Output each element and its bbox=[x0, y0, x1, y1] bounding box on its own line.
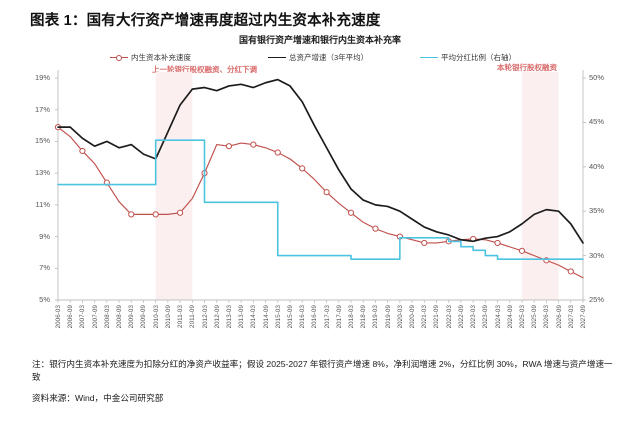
annotation-current-financing: 本轮银行股权融资 bbox=[497, 63, 557, 72]
x-axis-tick-label: 2020-09 bbox=[409, 305, 417, 329]
legend-item-internal-capital[interactable]: 内生资本补充速度 bbox=[110, 52, 191, 63]
x-axis-tick-label: 2008-09 bbox=[116, 305, 124, 329]
y-axis-tick-label-right: 45% bbox=[589, 117, 605, 127]
legend-line-icon-internal-capital bbox=[110, 55, 128, 61]
series-marker bbox=[421, 239, 428, 247]
y-axis-tick-label-right: 25% bbox=[589, 295, 605, 304]
x-axis-tick-label: 2006-09 bbox=[67, 305, 75, 329]
series-marker bbox=[347, 209, 355, 216]
x-axis-tick-label: 2016-09 bbox=[311, 305, 319, 329]
series-marker bbox=[567, 268, 574, 275]
x-axis-tick-label: 2017-09 bbox=[335, 305, 343, 329]
legend-label-payout-ratio: 平均分红比例（右轴） bbox=[441, 53, 516, 62]
legend-label-asset-growth: 总资产增速（3年平均） bbox=[289, 53, 369, 62]
x-axis-tick-label: 2013-03 bbox=[225, 305, 233, 329]
x-axis-tick-label: 2024-09 bbox=[506, 305, 514, 329]
series-marker bbox=[79, 147, 86, 155]
y-axis-tick-label-left: 15% bbox=[34, 136, 50, 146]
x-axis-tick-label: 2009-03 bbox=[128, 305, 136, 329]
x-axis-tick-label: 2013-09 bbox=[238, 305, 246, 329]
x-axis-tick-label: 2017-03 bbox=[323, 305, 331, 329]
x-axis-tick-label: 2019-03 bbox=[372, 305, 380, 329]
chart-legend: 内生资本补充速度 总资产增速（3年平均） 平均分红比例（右轴） bbox=[0, 52, 640, 64]
x-axis-tick-label: 2022-09 bbox=[457, 305, 465, 329]
x-axis-tick-label: 2011-09 bbox=[189, 305, 197, 328]
x-axis-tick-label: 2007-03 bbox=[79, 305, 87, 329]
previous-financing-band bbox=[155, 72, 193, 300]
current-financing-band bbox=[521, 72, 559, 300]
x-axis-tick-label: 2011-03 bbox=[177, 305, 185, 328]
x-axis-tick-label: 2010-03 bbox=[152, 305, 160, 329]
series-marker bbox=[372, 225, 379, 232]
x-axis-tick-label: 2014-03 bbox=[250, 305, 258, 329]
x-axis-tick-label: 2024-03 bbox=[494, 305, 502, 329]
y-axis-tick-label-left: 19% bbox=[34, 73, 50, 82]
x-axis-tick-label: 2008-03 bbox=[103, 305, 111, 329]
legend-item-payout-ratio[interactable]: 平均分红比例（右轴） bbox=[420, 52, 516, 63]
series-marker bbox=[518, 247, 526, 254]
legend-line-icon-payout-ratio bbox=[420, 57, 438, 58]
x-axis-tick-label: 2022-03 bbox=[445, 305, 453, 329]
x-axis-tick-label: 2015-09 bbox=[286, 305, 294, 329]
x-axis-tick-label: 2027-03 bbox=[567, 305, 575, 329]
figure-title: 图表 1：国有大行资产增速再度超过内生资本补充速度 bbox=[30, 13, 381, 29]
y-axis-tick-label-left: 5% bbox=[39, 295, 50, 304]
x-axis-tick-label: 2018-09 bbox=[360, 305, 368, 329]
x-axis-tick-label: 2012-09 bbox=[213, 305, 221, 329]
x-axis-tick-label: 2023-09 bbox=[482, 305, 490, 329]
x-axis-tick-label: 2021-09 bbox=[433, 305, 441, 329]
figure-note: 注：银行内生资本补充速度为扣除分红的净资产收益率；假设 2025-2027 年银… bbox=[32, 359, 613, 383]
figure-source: 资料来源：Wind，中金公司研究部 bbox=[32, 393, 164, 403]
y-axis-tick-label-left: 9% bbox=[39, 231, 50, 241]
x-axis-tick-label: 2026-03 bbox=[543, 305, 551, 329]
y-axis-tick-label-left: 17% bbox=[34, 104, 50, 114]
x-axis-tick-label: 2006-03 bbox=[55, 305, 62, 329]
series-marker bbox=[250, 141, 257, 148]
y-axis-tick-label-left: 11% bbox=[35, 199, 50, 209]
legend-item-asset-growth[interactable]: 总资产增速（3年平均） bbox=[268, 52, 368, 63]
legend-line-icon-asset-growth bbox=[268, 57, 286, 58]
legend-label-internal-capital: 内生资本补充速度 bbox=[131, 53, 191, 62]
x-axis-tick-label: 2023-03 bbox=[470, 305, 478, 329]
x-axis-tick-label: 2020-03 bbox=[396, 305, 404, 329]
series-marker bbox=[128, 211, 135, 218]
series-marker bbox=[225, 143, 233, 150]
x-axis-tick-label: 2021-03 bbox=[421, 305, 429, 329]
x-axis-tick-label: 2012-03 bbox=[201, 305, 209, 329]
x-axis-tick-label: 2026-09 bbox=[555, 305, 563, 329]
x-axis-tick-label: 2015-03 bbox=[274, 305, 282, 329]
y-axis-tick-label-right: 35% bbox=[589, 206, 605, 216]
series-marker bbox=[274, 149, 281, 156]
annotation-previous-financing: 上一轮银行股权融资、分红下调 bbox=[152, 65, 257, 74]
y-axis-tick-label-right: 30% bbox=[589, 250, 605, 260]
x-axis-tick-label: 2014-09 bbox=[262, 305, 270, 329]
series-marker bbox=[494, 239, 501, 247]
x-axis-tick-label: 2009-09 bbox=[140, 305, 148, 329]
x-axis-tick-label: 2016-03 bbox=[299, 305, 307, 329]
y-axis-tick-label-left: 13% bbox=[34, 168, 50, 178]
series-line-asset-growth bbox=[57, 78, 584, 244]
series-marker bbox=[299, 165, 306, 172]
x-axis-tick-label: 2019-09 bbox=[384, 305, 392, 329]
x-axis-tick-label: 2007-09 bbox=[91, 305, 99, 329]
chart-subtitle: 国有银行资产增速和银行内生资本补充率 bbox=[238, 35, 401, 45]
series-line-payout-ratio bbox=[57, 139, 584, 260]
x-axis-tick-label: 2010-09 bbox=[164, 305, 172, 329]
y-axis-tick-label-right: 40% bbox=[589, 161, 605, 171]
series-marker bbox=[323, 189, 330, 196]
x-axis-tick-label: 2025-09 bbox=[531, 305, 539, 329]
x-axis-tick-label: 2025-03 bbox=[518, 305, 526, 329]
x-axis-tick-label: 2018-03 bbox=[348, 305, 356, 329]
y-axis-tick-label-right: 50% bbox=[589, 73, 605, 82]
series-marker bbox=[176, 209, 184, 216]
series-marker bbox=[152, 211, 159, 218]
y-axis-tick-label-left: 7% bbox=[39, 263, 50, 273]
x-axis-tick-label: 2027-09 bbox=[580, 305, 587, 329]
